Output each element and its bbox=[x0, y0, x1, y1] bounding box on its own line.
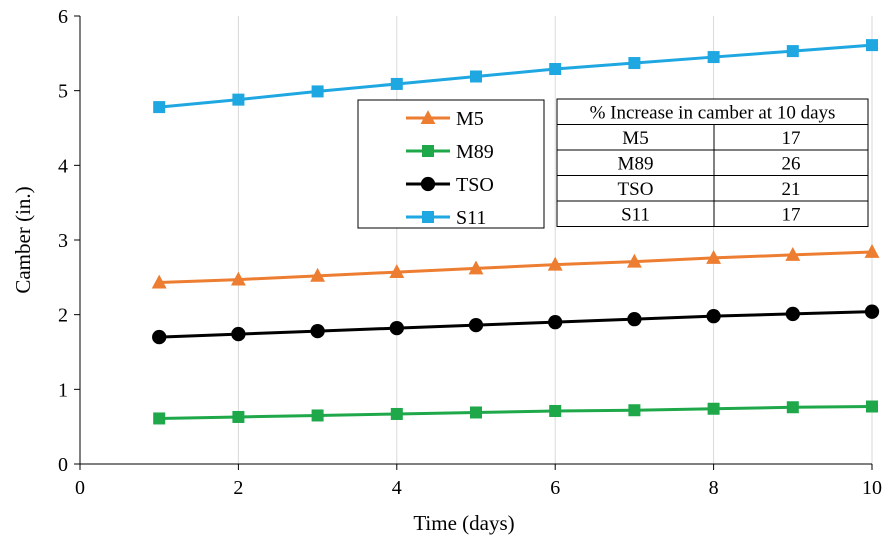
data-point bbox=[707, 51, 720, 64]
data-point bbox=[548, 314, 563, 330]
table-cell-value: 21 bbox=[782, 179, 801, 200]
data-point bbox=[707, 402, 720, 415]
data-point bbox=[785, 247, 801, 261]
data-point bbox=[153, 412, 166, 425]
table-cell-value: 17 bbox=[782, 205, 801, 226]
legend-label: M5 bbox=[456, 108, 484, 130]
axes-layer: 0 1 2 3 4 5 6 0 2 4 6 8 10 Time (days) Camber (in.) bbox=[11, 6, 882, 535]
y-axis-title: Camber (in.) bbox=[11, 186, 35, 293]
data-point bbox=[389, 264, 405, 279]
series-tso bbox=[152, 304, 880, 345]
x-tick-label: 6 bbox=[550, 477, 560, 499]
legend: M5 M89 TSO S11 bbox=[357, 99, 545, 229]
table-cell-name: M89 bbox=[618, 154, 654, 175]
data-point bbox=[151, 274, 167, 289]
table-frame bbox=[556, 98, 869, 227]
y-tick-label: 3 bbox=[58, 230, 68, 252]
data-point bbox=[866, 400, 878, 413]
x-axis-title: Time (days) bbox=[413, 511, 514, 535]
data-point bbox=[706, 250, 722, 264]
data-point bbox=[786, 401, 799, 414]
series-m89 bbox=[153, 400, 878, 425]
data-point bbox=[468, 260, 484, 275]
data-point bbox=[626, 253, 642, 268]
x-tick-label: 2 bbox=[233, 477, 243, 499]
x-tick-label: 8 bbox=[709, 477, 719, 499]
data-point bbox=[311, 85, 324, 98]
legend-label: TSO bbox=[456, 174, 494, 196]
data-point bbox=[468, 317, 484, 333]
series-layer bbox=[151, 39, 880, 425]
data-point bbox=[152, 329, 167, 345]
table-cell-value: 26 bbox=[782, 154, 801, 175]
legend-label: M89 bbox=[456, 141, 494, 163]
legend-marker bbox=[422, 211, 434, 223]
legend-box bbox=[357, 99, 545, 229]
data-point bbox=[232, 93, 245, 106]
y-tick-label: 5 bbox=[58, 81, 68, 103]
data-point bbox=[628, 404, 641, 417]
y-tick-label: 6 bbox=[58, 6, 68, 28]
legend-label: S11 bbox=[456, 207, 486, 229]
data-point bbox=[390, 407, 403, 420]
series-line bbox=[159, 310, 873, 339]
series-line bbox=[159, 405, 873, 420]
y-tick-label: 0 bbox=[58, 454, 68, 476]
y-tick-label: 2 bbox=[58, 305, 68, 327]
increase-table: % Increase in camber at 10 days M5 17 M89 26… bbox=[556, 98, 869, 227]
y-tick-label: 4 bbox=[58, 155, 68, 177]
x-tick-label: 10 bbox=[862, 477, 882, 499]
x-tick-label: 0 bbox=[75, 477, 85, 499]
data-point bbox=[549, 404, 562, 417]
legend-marker bbox=[420, 176, 436, 192]
table-header: % Increase in camber at 10 days bbox=[590, 103, 836, 124]
table-cell-value: 17 bbox=[782, 128, 801, 149]
series-line bbox=[159, 43, 873, 109]
data-point bbox=[390, 77, 403, 90]
series-line bbox=[159, 250, 873, 285]
data-point bbox=[232, 410, 245, 423]
data-point bbox=[311, 409, 324, 422]
legend-marker bbox=[420, 110, 436, 124]
data-point bbox=[864, 304, 880, 319]
series-m5 bbox=[151, 244, 880, 289]
data-point bbox=[549, 63, 562, 76]
table-cell-name: TSO bbox=[618, 179, 654, 200]
data-point bbox=[706, 309, 721, 324]
data-point bbox=[310, 323, 325, 339]
legend-marker bbox=[422, 145, 434, 157]
data-point bbox=[470, 406, 482, 419]
table-cell-name: M5 bbox=[622, 128, 648, 149]
y-tick-label: 1 bbox=[58, 379, 68, 401]
data-point bbox=[785, 306, 800, 322]
data-point bbox=[627, 311, 642, 327]
data-point bbox=[230, 271, 246, 286]
data-point bbox=[153, 101, 166, 114]
data-point bbox=[786, 45, 799, 58]
table-cell-name: S11 bbox=[621, 205, 650, 226]
grid-layer bbox=[237, 16, 873, 464]
data-point bbox=[866, 39, 878, 52]
data-point bbox=[231, 326, 246, 342]
series-s11 bbox=[153, 39, 878, 114]
data-point bbox=[628, 57, 641, 70]
data-point bbox=[310, 267, 326, 282]
data-point bbox=[547, 256, 563, 271]
x-tick-label: 4 bbox=[392, 477, 402, 499]
data-point bbox=[470, 70, 482, 83]
data-point bbox=[389, 320, 404, 336]
data-point bbox=[864, 244, 880, 258]
